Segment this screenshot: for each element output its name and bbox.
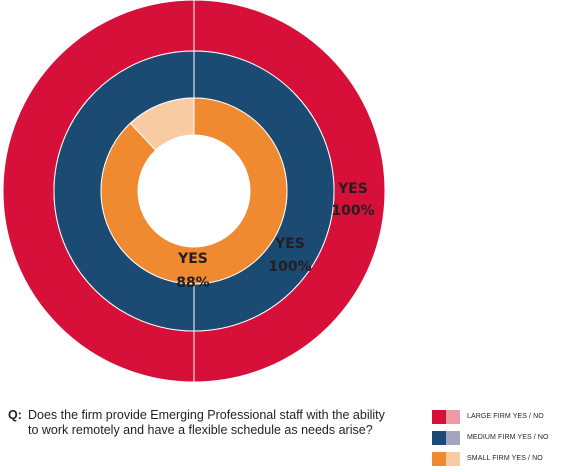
legend-label-large-firm: LARGE FIRM YES / NO: [467, 413, 544, 420]
question-text: Does the firm provide Emerging Professio…: [28, 408, 385, 437]
small-firm-yes-label: YES: [177, 251, 208, 267]
small-firm-yes-value-label: 88%: [176, 275, 210, 291]
legend-swatch-small-yes: [432, 451, 446, 466]
legend-item-large-firm: LARGE FIRM YES / NO: [432, 409, 569, 424]
legend: LARGE FIRM YES / NO MEDIUM FIRM YES / NO…: [432, 409, 569, 472]
survey-question: Q: Does the firm provide Emerging Profes…: [8, 408, 388, 438]
legend-label-medium-firm: MEDIUM FIRM YES / NO: [467, 434, 549, 441]
legend-swatch-large-yes: [432, 409, 446, 424]
nested-donut-chart: YES 100% YES 100% YES 88%: [2, 0, 386, 383]
legend-swatch-medium-yes: [432, 430, 446, 445]
labels-group: YES 100% YES 100% YES 88%: [176, 181, 374, 291]
small-firm-yes-slice: [100, 97, 288, 285]
large-firm-yes-value-label: 100%: [331, 203, 374, 219]
legend-swatch-small-no: [446, 451, 460, 466]
legend-label-small-firm: SMALL FIRM YES / NO: [467, 455, 543, 462]
legend-swatch-medium-no: [446, 430, 460, 445]
large-firm-yes-label: YES: [337, 181, 368, 197]
legend-item-small-firm: SMALL FIRM YES / NO: [432, 451, 569, 466]
legend-swatch-large-no: [446, 409, 460, 424]
legend-item-medium-firm: MEDIUM FIRM YES / NO: [432, 430, 569, 445]
rings-group: [2, 0, 386, 383]
question-prefix: Q:: [8, 408, 22, 422]
small-firm-no-slice: [129, 97, 195, 151]
medium-firm-yes-value-label: 100%: [268, 259, 311, 275]
medium-firm-yes-label: YES: [274, 236, 305, 252]
